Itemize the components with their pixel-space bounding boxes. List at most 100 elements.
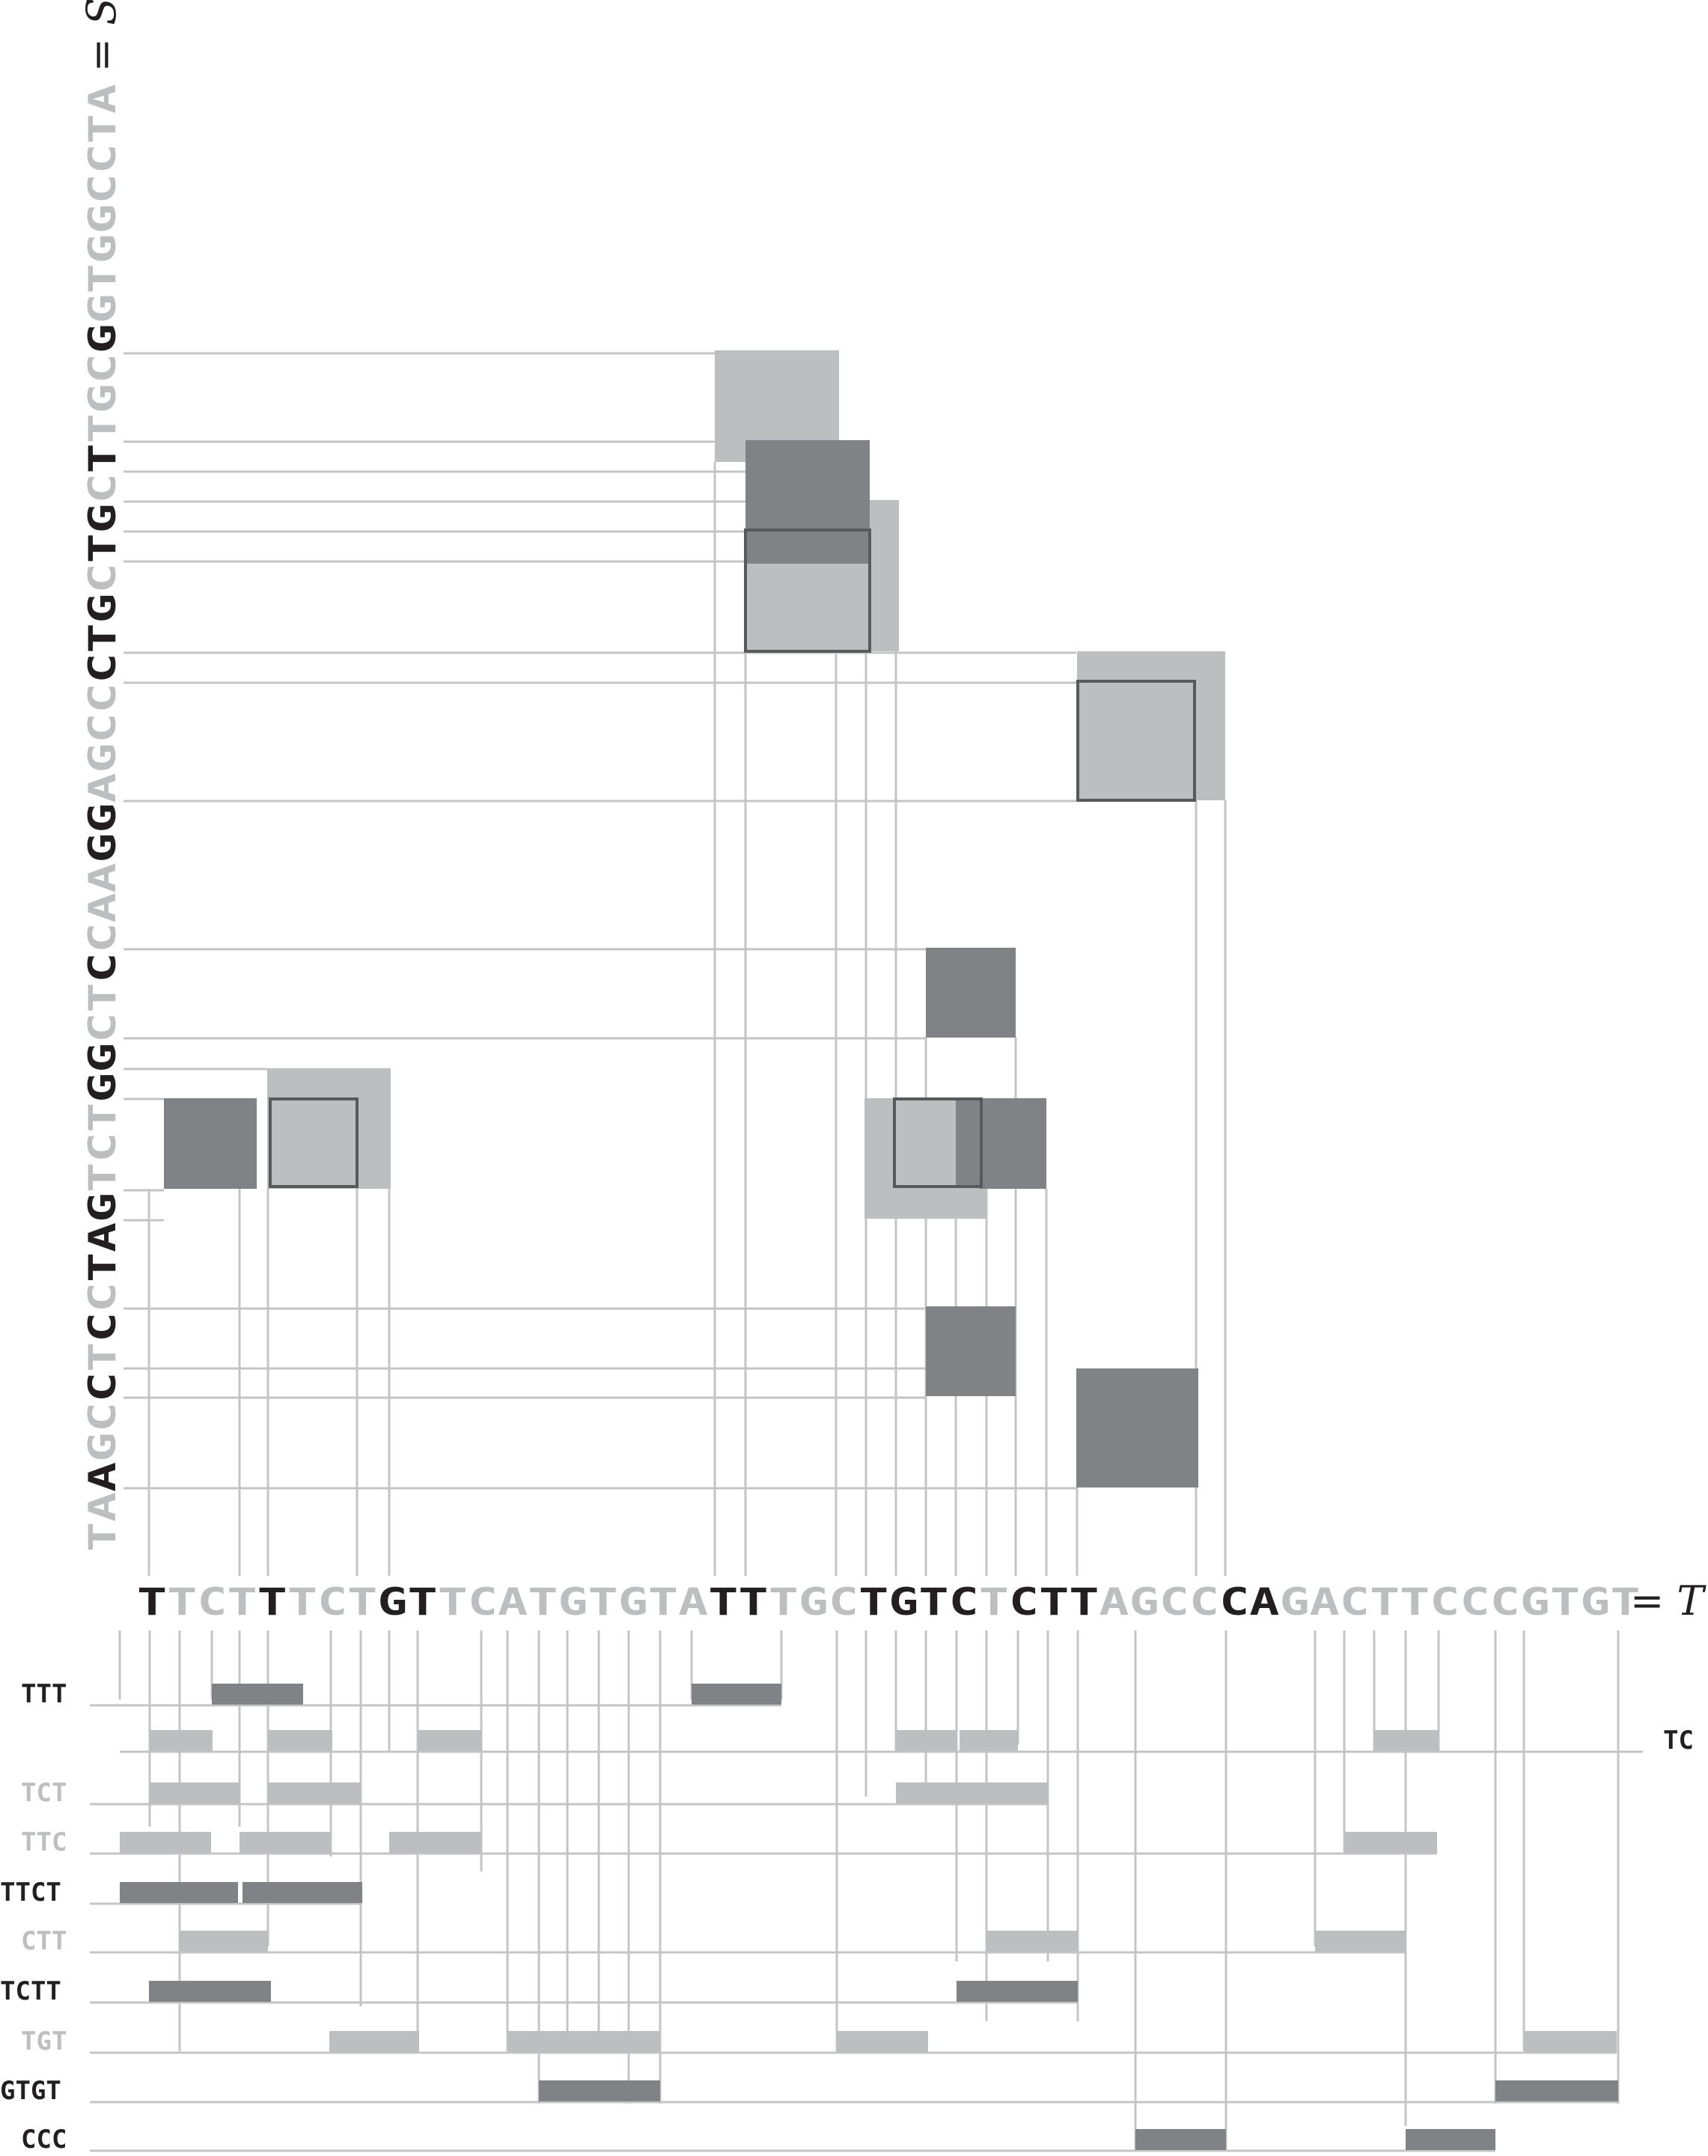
- s-sequence-letter: G: [81, 743, 124, 773]
- s-sequence-letter: G: [81, 1043, 124, 1073]
- t-sequence-letter: G: [618, 1580, 648, 1624]
- t-equals-label: = T: [1630, 1577, 1707, 1624]
- t-equals-sign: =: [1630, 1577, 1677, 1624]
- match-box-frame: [269, 1097, 359, 1188]
- kmer-bar: [957, 1782, 1048, 1803]
- t-sequence-letter: C: [949, 1580, 979, 1624]
- s-sequence-name: S: [78, 0, 125, 25]
- t-sequence-letter: T: [979, 1580, 1009, 1624]
- kmer-bar: [268, 1730, 332, 1751]
- t-sequence-letter: T: [347, 1580, 377, 1624]
- t-sequence-letter: T: [769, 1580, 799, 1624]
- s-sequence-letter: T: [81, 1522, 124, 1552]
- s-sequence-letter: C: [81, 923, 124, 953]
- s-sequence-letter: T: [81, 1103, 124, 1133]
- s-sequence-letter: A: [81, 84, 124, 114]
- s-sequence-letter: A: [81, 1222, 124, 1252]
- s-sequence-letter: T: [81, 114, 124, 144]
- s-sequence-letter: G: [81, 1073, 124, 1103]
- t-sequence-letter: T: [137, 1580, 167, 1624]
- t-sequence-letter: C: [1460, 1580, 1489, 1624]
- t-sequence-letter: C: [1219, 1580, 1249, 1624]
- s-sequence-letter: T: [81, 1342, 124, 1372]
- kmer-bar: [329, 2031, 419, 2052]
- kmer-label: CTT: [21, 1926, 67, 1956]
- s-sequence-letter: C: [81, 473, 124, 503]
- s-sequence-letter: T: [81, 443, 124, 473]
- t-sequence-letter: G: [1129, 1580, 1159, 1624]
- t-sequence-letter: T: [708, 1580, 738, 1624]
- t-sequence-letter: T: [918, 1580, 948, 1624]
- s-sequence-letter: C: [81, 144, 124, 174]
- s-sequence-letter: G: [81, 204, 124, 234]
- s-sequence-letter: C: [81, 1013, 124, 1043]
- kmer-bar: [1344, 1832, 1437, 1853]
- kmer-bar: [1374, 1730, 1439, 1751]
- s-sequence-letter: A: [81, 773, 124, 803]
- t-sequence-letter: A: [678, 1580, 708, 1624]
- match-box: [926, 948, 1016, 1038]
- s-sequence-letter: C: [81, 1372, 124, 1402]
- s-sequence-letter: A: [81, 893, 124, 923]
- s-sequence-letter: T: [81, 1163, 124, 1193]
- s-sequence-letter: C: [81, 1133, 124, 1163]
- s-sequence-letter: G: [81, 323, 124, 353]
- alignment-grid-lines: [123, 352, 1227, 1576]
- kmer-bar: [212, 1684, 303, 1705]
- match-box-overlap: [956, 1099, 981, 1187]
- s-sequence-letter: C: [81, 353, 124, 383]
- kmer-bar: [1315, 1931, 1406, 1952]
- t-sequence-letter: G: [888, 1580, 918, 1624]
- t-sequence-letter: G: [377, 1580, 407, 1624]
- kmer-label: TGT: [21, 2026, 67, 2056]
- match-box: [1076, 1368, 1198, 1487]
- t-sequence-letter: C: [1009, 1580, 1039, 1624]
- kmer-bar: [1495, 2080, 1618, 2101]
- kmer-bar: [120, 1832, 211, 1853]
- s-sequence-letter: T: [81, 983, 124, 1013]
- kmer-bar: [150, 1730, 213, 1751]
- t-sequence-letter: T: [1370, 1580, 1400, 1624]
- kmer-label: TTCT: [0, 1878, 61, 1907]
- kmer-bar: [389, 1832, 481, 1853]
- s-sequence-letter: G: [81, 234, 124, 264]
- kmer-bar: [120, 1882, 238, 1903]
- t-sequence-letter: T: [1400, 1580, 1430, 1624]
- t-sequence-letter: G: [1279, 1580, 1309, 1624]
- t-sequence-letter: C: [317, 1580, 347, 1624]
- s-sequence-letter: G: [81, 593, 124, 623]
- kmer-bar: [897, 1730, 957, 1751]
- s-sequence-letter: G: [81, 1432, 124, 1462]
- s-sequence-letter: C: [81, 174, 124, 204]
- s-sequence-letter: G: [81, 1193, 124, 1222]
- s-sequence-letter: C: [81, 1282, 124, 1312]
- match-box-overlap: [747, 530, 868, 564]
- t-sequence-letter: C: [1490, 1580, 1520, 1624]
- s-sequence-letter: G: [81, 803, 124, 833]
- match-boxes: [164, 350, 1225, 1487]
- kmer-bar: [1406, 2129, 1495, 2150]
- s-sequence-letter: T: [81, 413, 124, 443]
- kmer-occurrence-panel: TTT TC TCT TTC TTCT CTT TCTT TGT GTGT CCC: [0, 1630, 1694, 2155]
- t-sequence-letter: A: [1310, 1580, 1340, 1624]
- kmer-bar: [957, 1981, 1078, 2002]
- match-box-frame: [1076, 680, 1196, 802]
- t-sequence-letter: T: [287, 1580, 317, 1624]
- t-sequence-letter: C: [468, 1580, 498, 1624]
- s-sequence-letter: G: [81, 503, 124, 533]
- s-equals-sign: =: [78, 25, 125, 72]
- kmer-bar: [692, 1684, 781, 1705]
- match-box: [979, 1098, 1046, 1189]
- t-sequence-letter: C: [1430, 1580, 1460, 1624]
- s-sequence-letter: G: [81, 293, 124, 323]
- s-sequence-letter: C: [81, 653, 124, 683]
- kmer-bar: [1524, 2031, 1617, 2052]
- t-sequence-letter: C: [829, 1580, 858, 1624]
- kmer-label: TTC: [21, 1827, 67, 1857]
- t-sequence-letter: T: [648, 1580, 678, 1624]
- t-sequence-letter: T: [528, 1580, 558, 1624]
- t-sequence-letter: C: [1340, 1580, 1370, 1624]
- kmer-bar: [149, 1981, 271, 2002]
